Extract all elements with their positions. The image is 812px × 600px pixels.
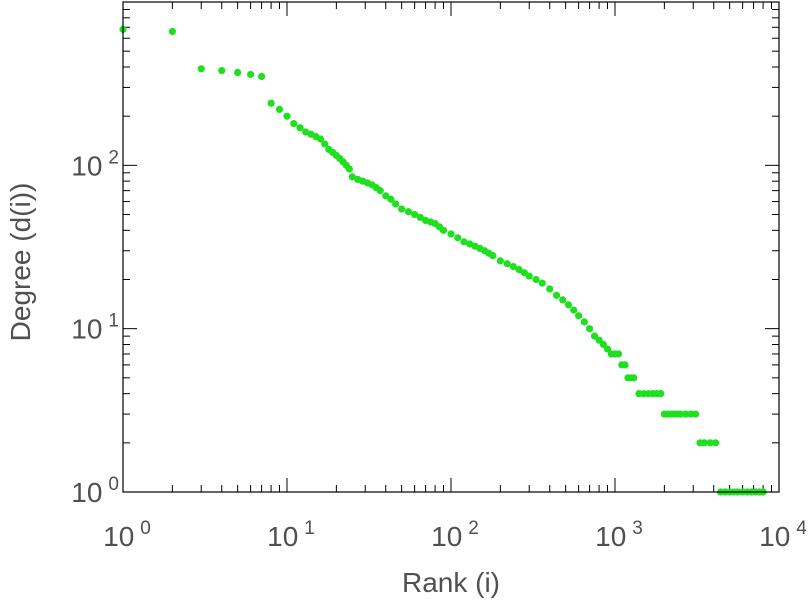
data-point (348, 173, 356, 181)
y-axis-label: Degree (d(i)) (5, 183, 36, 342)
x-axis-label: Rank (i) (402, 567, 500, 598)
data-point (387, 195, 395, 203)
x-tick-label: 10 1 (267, 518, 315, 552)
data-point (711, 439, 720, 447)
data-point (197, 65, 205, 73)
data-point (296, 124, 304, 132)
data-point (376, 187, 384, 195)
data-point (580, 318, 588, 326)
x-tick-label: 10 0 (103, 518, 151, 552)
plot-frame (122, 1, 780, 493)
data-point (559, 296, 567, 304)
data-point (392, 200, 400, 208)
y-tick-label: 10 0 (71, 474, 119, 508)
data-point (460, 238, 468, 246)
data-point (496, 257, 504, 265)
data-point (267, 99, 275, 107)
data-point (316, 135, 325, 143)
data-point (218, 67, 226, 75)
data-point (283, 112, 291, 120)
data-point (691, 410, 700, 418)
data-point (706, 439, 714, 447)
data-point (345, 165, 353, 173)
data-point (700, 439, 708, 447)
data-point (586, 325, 594, 333)
x-tick-label: 10 2 (431, 518, 479, 552)
data-point (515, 265, 523, 274)
data-point (509, 262, 517, 271)
data-point (676, 410, 684, 418)
data-point (621, 361, 629, 369)
data-point (247, 70, 255, 79)
data-point (538, 279, 546, 287)
data-point (168, 27, 176, 36)
data-point (575, 312, 583, 320)
data-point (552, 291, 561, 299)
data-point (321, 140, 329, 148)
x-tick-label: 10 3 (595, 518, 643, 552)
data-point (290, 120, 298, 128)
data-points (119, 25, 767, 496)
data-point (439, 226, 448, 234)
data-point (258, 72, 266, 81)
data-point (234, 68, 242, 77)
data-point (657, 390, 665, 398)
data-point (564, 301, 573, 309)
data-point (411, 210, 419, 219)
data-point (404, 208, 413, 216)
data-point (635, 390, 643, 398)
data-point (525, 272, 533, 280)
data-point (682, 410, 690, 418)
data-point (454, 234, 462, 242)
data-point (503, 260, 511, 268)
data-point (614, 350, 623, 358)
data-point (570, 306, 578, 314)
data-point (382, 192, 390, 200)
tick-labels: 10 0 10 1 10 2 10 3 10 4 10 0 10 1 10 2 (71, 147, 807, 552)
data-point (416, 213, 424, 221)
data-point (447, 230, 455, 238)
data-point (532, 275, 540, 284)
axis-ticks (122, 2, 779, 493)
data-point (603, 345, 612, 353)
data-point (275, 105, 284, 113)
data-point (546, 285, 554, 293)
data-point (630, 374, 638, 382)
y-tick-label: 10 2 (71, 147, 119, 181)
data-point (489, 252, 497, 260)
x-tick-label: 10 4 (759, 518, 807, 552)
data-point (398, 205, 406, 213)
y-tick-label: 10 1 (71, 311, 119, 345)
